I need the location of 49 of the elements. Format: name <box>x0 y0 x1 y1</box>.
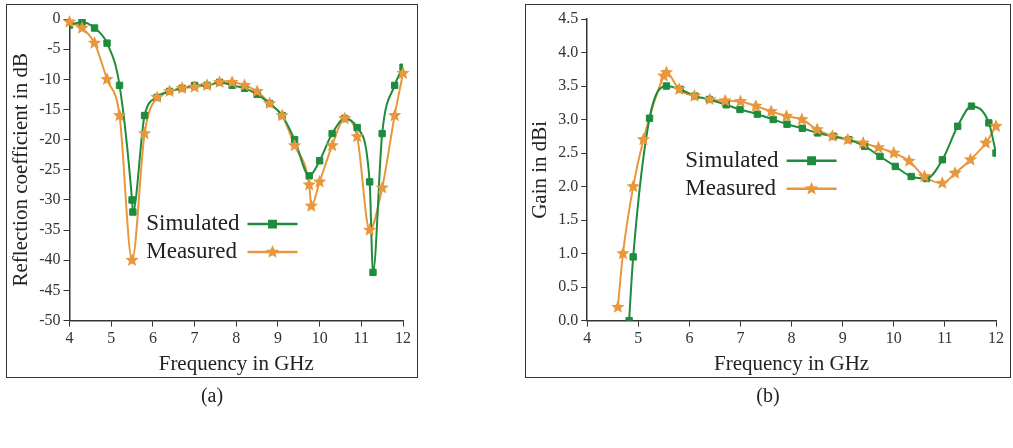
y-tick-label: 4.5 <box>558 9 579 27</box>
y-tick-label: 1.5 <box>558 210 579 228</box>
x-tick-label: 11 <box>353 329 370 347</box>
x-tick-label: 10 <box>885 329 902 347</box>
x-tick-label: 8 <box>232 329 241 347</box>
x-tick-label: 4 <box>65 329 74 347</box>
y-tick-label: -20 <box>39 129 61 147</box>
y-tick-label: 3.0 <box>558 109 579 127</box>
text: (a) <box>199 384 225 407</box>
y-tick-label: -50 <box>39 310 61 328</box>
x-tick-label: 7 <box>736 329 745 347</box>
legend-label: Simulated <box>685 146 780 172</box>
x-tick-label: 8 <box>787 329 796 347</box>
y-tick-label: -15 <box>39 99 61 117</box>
legend-label: Measured <box>685 174 777 200</box>
text: (b) <box>755 384 781 407</box>
x-tick-label: 9 <box>838 329 847 347</box>
x-tick-label: 9 <box>273 329 282 347</box>
y-tick-label: 0 <box>52 9 61 27</box>
x-tick-label: 5 <box>107 329 116 347</box>
x-tick-label: 11 <box>937 329 953 347</box>
y-tick-label: -10 <box>39 69 61 87</box>
y-tick-label: 2.0 <box>558 176 579 194</box>
y-tick-label: -5 <box>47 39 61 57</box>
x-tick-label: 6 <box>685 329 694 347</box>
x-tick-label: 6 <box>148 329 157 347</box>
x-tick-label: 7 <box>190 329 199 347</box>
y-tick-label: -30 <box>39 190 61 208</box>
y-tick-label: 1.0 <box>558 243 579 261</box>
x-tick-label: 4 <box>583 329 592 347</box>
y-tick-label: 0.0 <box>558 310 579 328</box>
y-tick-label: 2.5 <box>558 143 579 161</box>
y-axis-title: Gain in dBi <box>527 120 552 219</box>
x-axis-title: Frequency in GHz <box>714 350 870 375</box>
y-tick-label: -40 <box>39 250 61 268</box>
y-tick-label: 3.5 <box>558 76 579 94</box>
x-tick-label: 12 <box>988 329 1004 347</box>
x-tick-label: 12 <box>395 329 411 347</box>
y-tick-label: -45 <box>39 280 61 298</box>
x-tick-label: 5 <box>634 329 643 347</box>
x-tick-label: 10 <box>311 329 328 347</box>
legend-label: Measured <box>146 238 238 264</box>
x-axis-title: Frequency in GHz <box>158 350 314 375</box>
y-tick-label: 0.5 <box>558 277 579 295</box>
legend-label: Simulated <box>146 210 240 236</box>
y-axis-title: Reflection coefficient in dB <box>8 53 33 287</box>
y-tick-label: -35 <box>39 220 61 238</box>
y-tick-label: -25 <box>39 160 61 177</box>
y-tick-label: 4.0 <box>558 42 579 60</box>
